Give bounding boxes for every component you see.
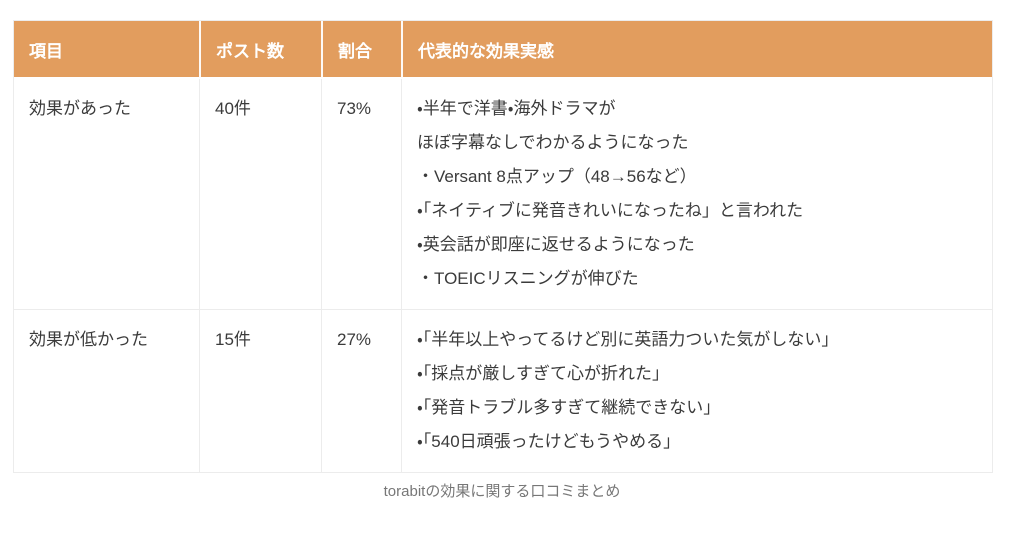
cell-item: 効果があった (14, 79, 199, 309)
impression-line: ・「採点が厳しすぎて心が折れた」 (417, 364, 669, 383)
cell-post-count: 40件 (199, 79, 321, 309)
impression-line: ・英会話が即座に返せるようになった (417, 235, 695, 254)
impression-line: ・TOEICリスニングが伸びた (417, 269, 639, 288)
table-row-effective: 効果があった 40件 73% ・半年で洋書・海外ドラマが ほぼ字幕なしでわかるよ… (14, 79, 992, 309)
review-summary-table: 項目 ポスト数 割合 代表的な効果実感 効果があった 40件 73% ・半年で洋… (13, 20, 993, 473)
impression-line: ・「ネイティブに発音きれいになったね」と言われた (417, 201, 804, 220)
cell-impressions: ・「半年以上やってるけど別に英語力ついた気がしない」 ・「採点が厳しすぎて心が折… (401, 309, 992, 472)
impression-line: ・半年で洋書・海外ドラマが (417, 99, 616, 118)
column-header-item: 項目 (14, 21, 199, 79)
impression-line: ・「発音トラブル多すぎて継続できない」 (417, 398, 721, 417)
ratio-value: 73% (337, 99, 372, 118)
table-row-less-effective: 効果が低かった 15件 27% ・「半年以上やってるけど別に英語力ついた気がしな… (14, 309, 992, 472)
impression-line: ・Versant 8点アップ（48→56など） (417, 167, 697, 186)
table-header-row: 項目 ポスト数 割合 代表的な効果実感 (14, 21, 992, 79)
cell-impressions: ・半年で洋書・海外ドラマが ほぼ字幕なしでわかるようになった ・Versant … (401, 79, 992, 309)
column-header-impressions: 代表的な効果実感 (401, 21, 992, 79)
impression-line: ・「半年以上やってるけど別に英語力ついた気がしない」 (417, 330, 839, 349)
cell-ratio: 73% (321, 79, 401, 309)
impression-line: ・「540日頑張ったけどもうやめる」 (417, 432, 681, 451)
ratio-value: 27% (337, 330, 372, 349)
item-label: 効果があった (29, 99, 131, 118)
table-caption: torabitの効果に関する口コミまとめ (383, 483, 621, 500)
post-count-value: 15件 (215, 330, 251, 349)
column-header-post-count: ポスト数 (199, 21, 321, 79)
post-count-value: 40件 (215, 99, 251, 118)
impression-line: ほぼ字幕なしでわかるようになった (417, 133, 689, 152)
cell-ratio: 27% (321, 309, 401, 472)
column-header-ratio: 割合 (321, 21, 401, 79)
item-label: 効果が低かった (29, 330, 148, 349)
cell-item: 効果が低かった (14, 309, 199, 472)
cell-post-count: 15件 (199, 309, 321, 472)
